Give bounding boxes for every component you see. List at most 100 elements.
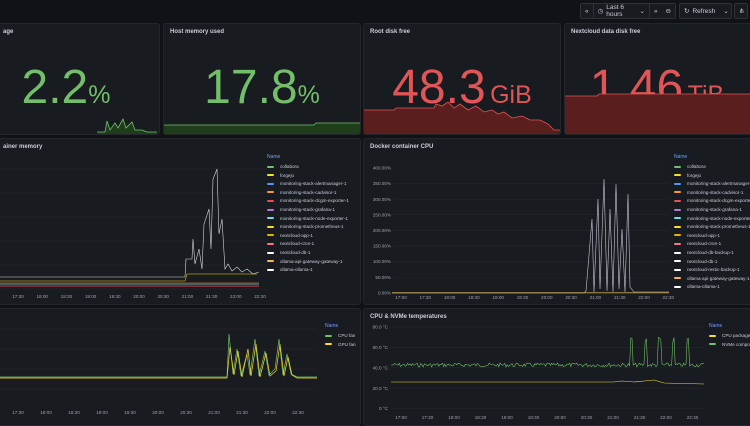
legend-item[interactable]: ollama-ollama-1 [267,265,349,274]
legend-item[interactable]: NVMe compos [709,340,750,349]
share-button[interactable]: ⋔ [735,4,748,18]
legend-item[interactable]: nextcloud-app-1 [674,231,750,240]
nextcloud-disk-sparkline [565,93,750,134]
legend-item[interactable]: monitoring-stack-grafana-1 [267,205,349,214]
legend-item[interactable]: CPU fan [325,331,356,340]
legend-item[interactable]: monitoring-stack-dcgm-exporter-1 [267,197,349,206]
legend-item[interactable]: monitoring-stack-alertmanager-1 [674,179,750,188]
legend-label: monitoring-stack-prometheus-1 [687,224,750,230]
toolbar: « ◷ Last 6 hours ⌄ » ⊖ ↻ Refresh ⌄ ⋔ [0,0,750,22]
legend-item[interactable]: nextcloud-db-1 [267,248,349,257]
legend-item[interactable]: nextcloud-cron-1 [674,240,750,249]
legend-item[interactable]: nextcloud-cron-1 [267,240,349,249]
legend-item[interactable]: monitoring-stack-prometheus-1 [267,222,349,231]
series-line [391,379,705,385]
x-tick-label: 21:00 [182,294,194,299]
series-line [0,273,257,282]
chevron-down-icon: ⌄ [723,8,729,15]
x-tick-label: 17:00 [395,415,407,420]
host-memory-panel[interactable]: Host memory used 17.8% [163,23,361,135]
y-tick-label: 400.00% [373,166,391,171]
legend-item[interactable]: collabora [674,162,750,171]
series-line [391,337,705,368]
x-tick-label: 17:30 [422,415,434,420]
legend-item[interactable]: ollama-ollama-1 [674,283,750,292]
zoom-out-time-button[interactable]: ⊖ [662,4,675,18]
fans-chart: 17:30 18:00 18:30 19:00 19:30 20:00 20:30 21:00… [0,328,317,415]
legend-item[interactable]: nextcloud-db-backup-1 [674,248,750,257]
refresh-button[interactable]: ↻ Refresh [680,4,719,18]
legend-item[interactable]: ollama-api-gateway-gateway-1 [674,274,750,283]
time-forward-button[interactable]: » [650,4,662,18]
legend-label: monitoring-stack-dcgm-exporter-1 [687,198,750,204]
container-cpu-chart: 400.00% 350.00% 300.00% 250.00% 200.00% 150.0… [373,166,675,300]
legend-swatch [267,260,274,263]
zoom-out-button[interactable]: « [581,4,593,18]
time-range-picker[interactable]: ◷ Last 6 hours ⌄ [594,4,649,18]
legend-item[interactable]: monitoring-stack-alertmanager-1 [267,179,349,188]
legend-label: GPU fan [338,341,356,347]
legend-swatch [267,191,274,194]
legend-item[interactable]: monitoring-stack-cadvisor-1 [674,188,750,197]
legend-item[interactable]: monitoring-stack-node-exporter-1 [674,214,750,223]
legend-item[interactable]: GPU fan [325,340,356,349]
nextcloud-disk-panel[interactable]: Nextcloud data disk free 1.46 TiB [564,23,750,135]
x-tick-label: 22:00 [264,410,276,415]
grid [391,326,704,409]
legend-header[interactable]: Name [674,154,688,160]
x-tick-label: 20:30 [180,410,192,415]
x-tick-label: 18:30 [468,295,480,300]
container-memory-panel[interactable]: ainer memory 17:30 18:00 18:30 19:00 19:30 20… [0,138,361,305]
legend-item[interactable]: nextcloud-restic-backup-1 [674,265,750,274]
x-tick-label: 19:30 [517,295,529,300]
chevron-down-icon: ⌄ [639,8,645,15]
legend-swatch [267,217,274,220]
legend-item[interactable]: forgejo [267,171,349,180]
y-tick-label: 0.00% [378,290,391,295]
legend-swatch [674,242,681,245]
y-tick-label: 150.00% [373,244,391,249]
legend-item[interactable]: nextcloud-db-1 [674,257,750,266]
legend-item[interactable]: CPU package [709,331,750,340]
x-tick-label: 17:30 [12,294,24,299]
x-tick-label: 17:30 [12,410,24,415]
panel-title: CPU & NVMe temperatures [370,314,447,320]
time-picker-group: « ◷ Last 6 hours ⌄ » ⊖ [580,3,676,19]
usage-sparkline [97,118,157,134]
y-tick-label: 60.0 °C [373,345,389,350]
container-cpu-panel[interactable]: Docker container CPU 400.00% 350.00% 300.0… [363,138,750,305]
legend-swatch [325,334,332,337]
legend-item[interactable]: monitoring-stack-prometheus-1 [674,222,750,231]
x-tick-label: 21:30 [236,410,248,415]
legend-item[interactable]: monitoring-stack-cadvisor-1 [267,188,349,197]
legend-swatch [674,251,681,254]
temps-chart: 80.0 °C60.0 °C40.0 °C20.0 °C0 °C 17:00 17… [373,325,705,420]
share-icon: ⋔ [739,8,745,15]
legend-item[interactable]: forgejo [674,171,750,180]
legend-item[interactable]: monitoring-stack-node-exporter-1 [267,214,349,223]
usage-value: 2.2% [21,61,111,114]
legend-header[interactable]: Name [709,323,723,329]
legend-header[interactable]: Name [325,323,339,329]
x-tick-label: 20:30 [157,294,169,299]
legend-item[interactable]: ollama-api-gateway-gateway-1 [267,257,349,266]
legend-header[interactable]: Name [267,154,281,160]
refresh-interval-dropdown[interactable]: ⌄ [719,4,732,18]
legend-label: nextcloud-db-1 [280,250,311,256]
fans-panel[interactable]: 17:30 18:00 18:30 19:00 19:30 20:00 20:30 21:00… [0,308,361,426]
legend-item[interactable]: monitoring-stack-grafana-1 [674,205,750,214]
legend-label: monitoring-stack-prometheus-1 [280,224,344,230]
legend-label: nextcloud-db-backup-1 [687,250,734,256]
legend-item[interactable]: nextcloud-app-1 [267,231,349,240]
x-tick-label: 20:00 [133,294,145,299]
legend-label: collabora [280,164,299,170]
temps-panel[interactable]: CPU & NVMe temperatures 80.0 °C 60.0 °C 40… [363,308,750,426]
legend-item[interactable]: collabora [267,162,349,171]
legend-label: monitoring-stack-cadvisor-1 [280,189,337,195]
legend-label: monitoring-stack-dcgm-exporter-1 [280,198,349,204]
root-disk-panel[interactable]: Root disk free 48.3 GiB [363,23,561,135]
x-tick-label: 22:00 [660,415,672,420]
legend-swatch [267,165,274,168]
usage-panel[interactable]: age 2.2% [0,23,160,135]
legend-item[interactable]: monitoring-stack-dcgm-exporter-1 [674,197,750,206]
